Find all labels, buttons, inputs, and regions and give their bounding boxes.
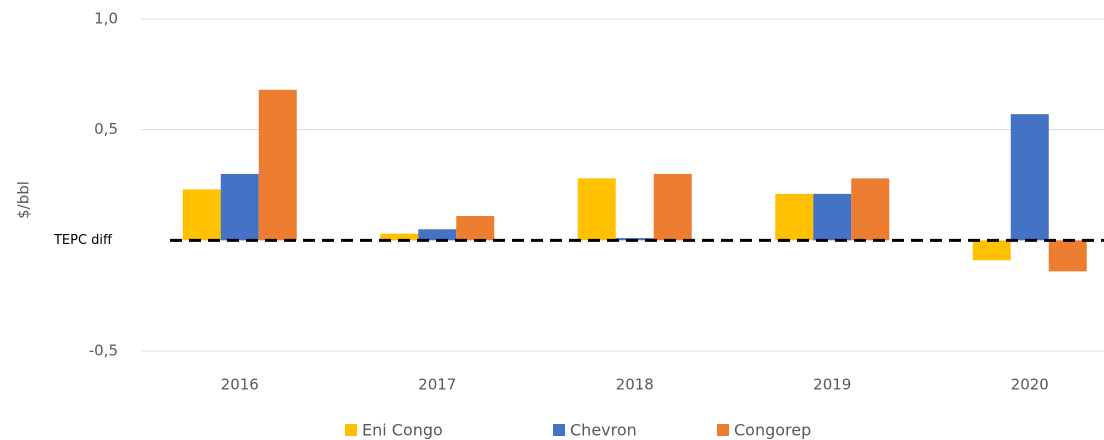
bar <box>1010 114 1049 241</box>
bar <box>813 193 852 241</box>
y-tick-label: 0,5 <box>94 120 118 138</box>
bar <box>577 178 616 241</box>
bar <box>775 193 814 241</box>
legend-label: Eni Congo <box>362 421 443 440</box>
bar <box>258 89 297 241</box>
y-axis-label: $/bbl <box>15 181 33 219</box>
legend-swatch <box>717 424 729 436</box>
legend-label: Chevron <box>570 421 637 440</box>
legend-label: Congorep <box>734 421 811 440</box>
bar <box>851 178 890 241</box>
x-tick-label: 2016 <box>221 376 259 394</box>
y-tick-label: -0,5 <box>89 342 118 360</box>
bar <box>456 215 495 241</box>
y-tick-label: 1,0 <box>94 10 118 28</box>
y-tick-label: TEPC diff <box>53 233 113 248</box>
bar <box>418 229 457 241</box>
legend-swatch <box>345 424 357 436</box>
bar <box>972 240 1011 261</box>
x-tick-label: 2018 <box>616 376 654 394</box>
bar <box>1048 240 1087 272</box>
bar <box>380 233 419 241</box>
bar <box>653 173 692 241</box>
bar <box>220 173 259 241</box>
x-tick-label: 2020 <box>1011 376 1049 394</box>
x-tick-label: 2019 <box>813 376 851 394</box>
x-tick-label: 2017 <box>418 376 456 394</box>
legend-swatch <box>553 424 565 436</box>
bar <box>182 189 221 241</box>
